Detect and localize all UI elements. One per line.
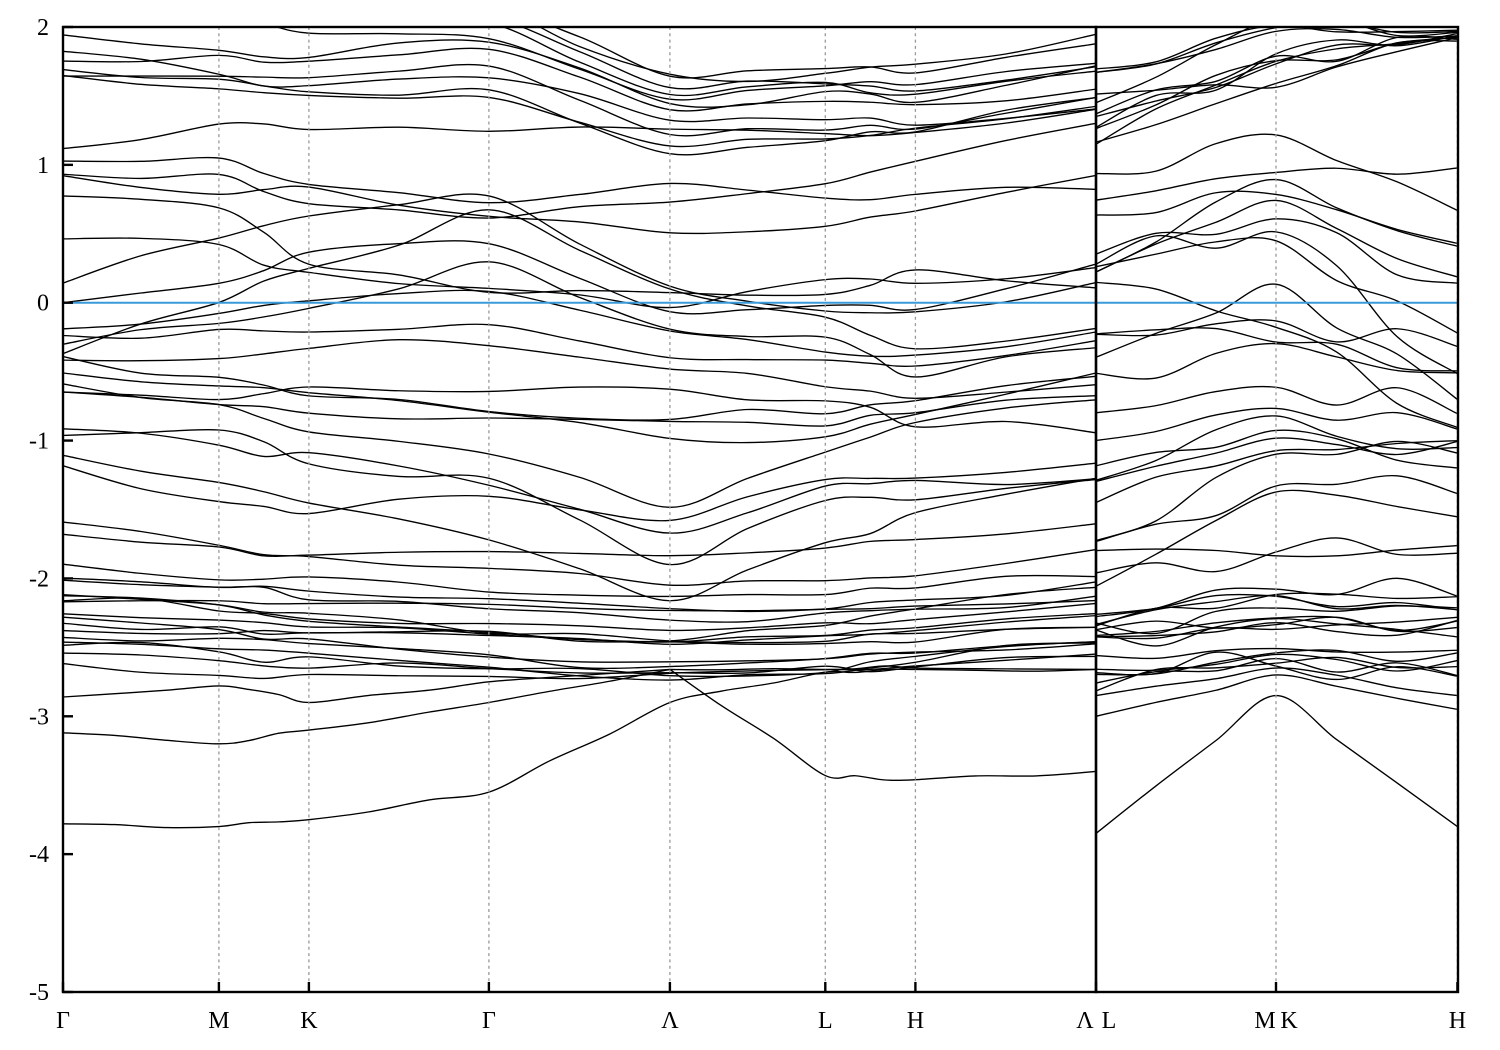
svg-text:Γ: Γ: [482, 1008, 496, 1034]
svg-text:M: M: [208, 1008, 229, 1034]
svg-text:0: 0: [37, 291, 49, 317]
svg-text:Λ: Λ: [661, 1008, 679, 1034]
svg-text:K: K: [300, 1008, 318, 1034]
svg-text:-1: -1: [29, 429, 49, 455]
svg-text:L: L: [1102, 1008, 1117, 1034]
svg-text:-2: -2: [29, 566, 49, 592]
svg-text:H: H: [1449, 1008, 1466, 1034]
svg-text:M: M: [1254, 1008, 1275, 1034]
svg-text:L: L: [818, 1008, 833, 1034]
svg-text:-3: -3: [29, 704, 49, 730]
svg-text:2: 2: [37, 15, 49, 41]
svg-text:Λ: Λ: [1076, 1008, 1094, 1034]
svg-text:K: K: [1280, 1008, 1298, 1034]
svg-text:-5: -5: [29, 980, 49, 1006]
svg-text:-4: -4: [29, 842, 49, 868]
svg-text:1: 1: [37, 153, 49, 179]
svg-text:Γ: Γ: [56, 1008, 70, 1034]
svg-text:H: H: [907, 1008, 924, 1034]
